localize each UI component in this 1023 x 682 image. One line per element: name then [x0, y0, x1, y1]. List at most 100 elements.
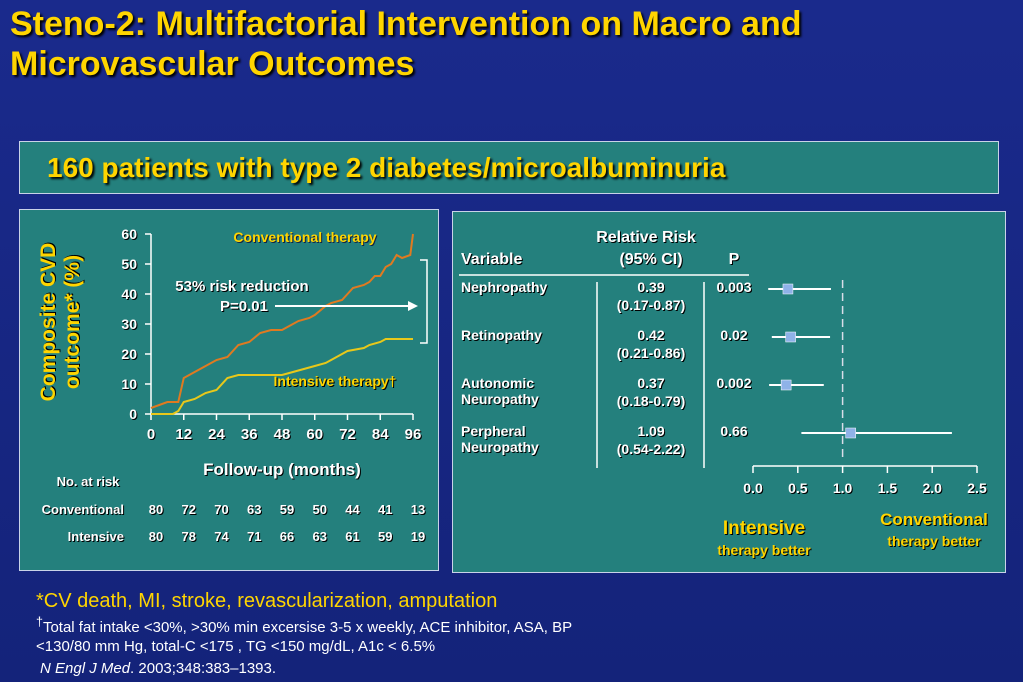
- forest-x-tick-label: 2.0: [922, 480, 942, 496]
- risk-value: 50: [313, 502, 327, 517]
- row-variable-label: Neuropathy: [461, 391, 539, 407]
- risk-value: 59: [280, 502, 294, 517]
- row-variable-label: Autonomic: [461, 375, 534, 391]
- risk-value: 71: [247, 529, 261, 544]
- p-header: P: [729, 251, 740, 268]
- km-chart-panel: 0 10 20 30 40 50 60 0 12 24 36 48 60 72 84 96 Composite …: [19, 209, 439, 571]
- row-variable-label: Neuropathy: [461, 439, 539, 455]
- row-p-value: 0.003: [716, 279, 751, 295]
- point-estimate-marker: [845, 427, 856, 439]
- title-line-1: Steno-2: Multifactorial Intervention on …: [10, 5, 802, 43]
- risk-value: 66: [280, 529, 294, 544]
- risk-value: 44: [345, 502, 360, 517]
- risk-value: 72: [182, 502, 196, 517]
- row-ci-value: (0.21-0.86): [617, 345, 685, 361]
- risk-reduction-annotation: 53% risk reduction: [175, 278, 308, 295]
- row-variable-label: Nephropathy: [461, 279, 548, 295]
- forest-x-tick-label: 1.5: [878, 480, 898, 496]
- citation: N Engl J Med. 2003;348:383–1393.: [40, 660, 276, 677]
- citation-text: . 2003;348:383–1393.: [130, 660, 277, 677]
- forest-x-tick-label: 2.5: [967, 480, 987, 496]
- row-p-value: 0.66: [720, 423, 747, 439]
- therapy-footnote-line-2: <130/80 mm Hg, total-C <175 , TG <150 mg…: [36, 638, 436, 655]
- risk-value: 63: [247, 502, 261, 517]
- y-tick-label: 20: [121, 346, 137, 362]
- y-tick-label: 0: [129, 406, 137, 422]
- row-variable-label: Retinopathy: [461, 327, 542, 343]
- x-tick-label: 96: [405, 426, 422, 443]
- row-rr-value: 1.09: [637, 423, 664, 439]
- x-tick-label: 0: [147, 426, 155, 443]
- row-p-value: 0.002: [716, 375, 751, 391]
- slide-title: Steno-2: Multifactorial Intervention on …: [10, 4, 1010, 84]
- conventional-better-label-line-2: therapy better: [887, 533, 981, 549]
- x-tick-label: 84: [372, 426, 389, 443]
- km-chart: 0 10 20 30 40 50 60 0 12 24 36 48 60 72 84 96 Composite …: [37, 226, 428, 544]
- risk-value: 13: [411, 502, 425, 517]
- point-estimate-marker: [780, 379, 792, 391]
- risk-value: 59: [378, 529, 392, 544]
- risk-value: 41: [378, 502, 392, 517]
- risk-row-label: Intensive: [68, 529, 124, 544]
- y-tick-label: 40: [121, 286, 137, 302]
- variable-header: Variable: [461, 251, 522, 268]
- series-line-conventional: [150, 233, 414, 409]
- patient-banner: 160 patients with type 2 diabetes/microa…: [19, 141, 999, 194]
- outcome-footnote: *CV death, MI, stroke, revascularization…: [36, 590, 498, 612]
- rr-header-line-1: Relative Risk: [596, 229, 696, 246]
- forest-plot-panel: Relative Risk Variable (95% CI) P Nephropath…: [452, 211, 1006, 573]
- risk-value: 80: [149, 529, 163, 544]
- series-label-conventional: Conventional therapy: [233, 229, 376, 245]
- risk-value: 61: [345, 529, 359, 544]
- p-value-annotation: P=0.01: [220, 298, 268, 315]
- y-axis-label-line-2: outcome* (%): [61, 255, 84, 389]
- row-p-value: 0.02: [720, 327, 747, 343]
- therapy-footnote-text: Total fat intake <30%, >30% min excersis…: [42, 619, 573, 636]
- journal-name: N Engl J Med: [40, 660, 131, 677]
- risk-value: 63: [313, 529, 327, 544]
- row-variable-label: Perpheral: [461, 423, 526, 439]
- risk-row-label: Conventional: [42, 502, 124, 517]
- y-axis-label: Composite CVD outcome* (%): [37, 243, 84, 402]
- x-axis-label: Follow-up (months): [203, 460, 361, 479]
- y-tick-label: 10: [121, 376, 137, 392]
- intensive-better-label-line-2: therapy better: [717, 542, 811, 558]
- risk-table-header: No. at risk: [57, 474, 121, 489]
- forest-x-tick-label: 1.0: [833, 480, 853, 496]
- risk-value: 78: [182, 529, 196, 544]
- banner-text: 160 patients with type 2 diabetes/microa…: [47, 152, 726, 183]
- row-ci-value: (0.17-0.87): [617, 297, 685, 313]
- arrow-head: [408, 301, 418, 311]
- x-tick-label: 12: [175, 426, 192, 443]
- x-tick-label: 36: [241, 426, 258, 443]
- row-ci-value: (0.18-0.79): [617, 393, 685, 409]
- intensive-better-label-line-1: Intensive: [723, 518, 805, 539]
- difference-bracket: [420, 259, 428, 344]
- x-tick-label: 60: [306, 426, 323, 443]
- risk-value: 80: [149, 502, 163, 517]
- therapy-footnote-line-1: †Total fat intake <30%, >30% min excersi…: [36, 615, 572, 636]
- forest-plot: Relative Risk Variable (95% CI) P Nephropath…: [459, 229, 988, 558]
- rr-header-line-2: (95% CI): [619, 251, 682, 268]
- x-tick-label: 72: [339, 426, 356, 443]
- x-tick-label: 48: [274, 426, 291, 443]
- row-rr-value: 0.42: [637, 327, 664, 343]
- y-tick-label: 60: [121, 226, 137, 242]
- row-ci-value: (0.54-2.22): [617, 441, 685, 457]
- row-rr-value: 0.39: [637, 279, 664, 295]
- series-line-intensive: [151, 338, 413, 415]
- risk-value: 19: [411, 529, 425, 544]
- risk-value: 70: [214, 502, 228, 517]
- series-label-intensive: Intensive therapy†: [274, 373, 397, 389]
- risk-value: 74: [214, 529, 229, 544]
- dagger-mark: †: [36, 615, 43, 629]
- forest-x-tick-label: 0.5: [788, 480, 808, 496]
- y-tick-label: 30: [121, 316, 137, 332]
- y-tick-label: 50: [121, 256, 137, 272]
- conventional-better-label-line-1: Conventional: [880, 510, 988, 529]
- row-rr-value: 0.37: [637, 375, 664, 391]
- forest-x-tick-label: 0.0: [743, 480, 763, 496]
- y-axis-label-line-1: Composite CVD: [37, 243, 60, 402]
- title-line-2: Microvascular Outcomes: [10, 45, 415, 83]
- x-tick-label: 24: [208, 426, 225, 443]
